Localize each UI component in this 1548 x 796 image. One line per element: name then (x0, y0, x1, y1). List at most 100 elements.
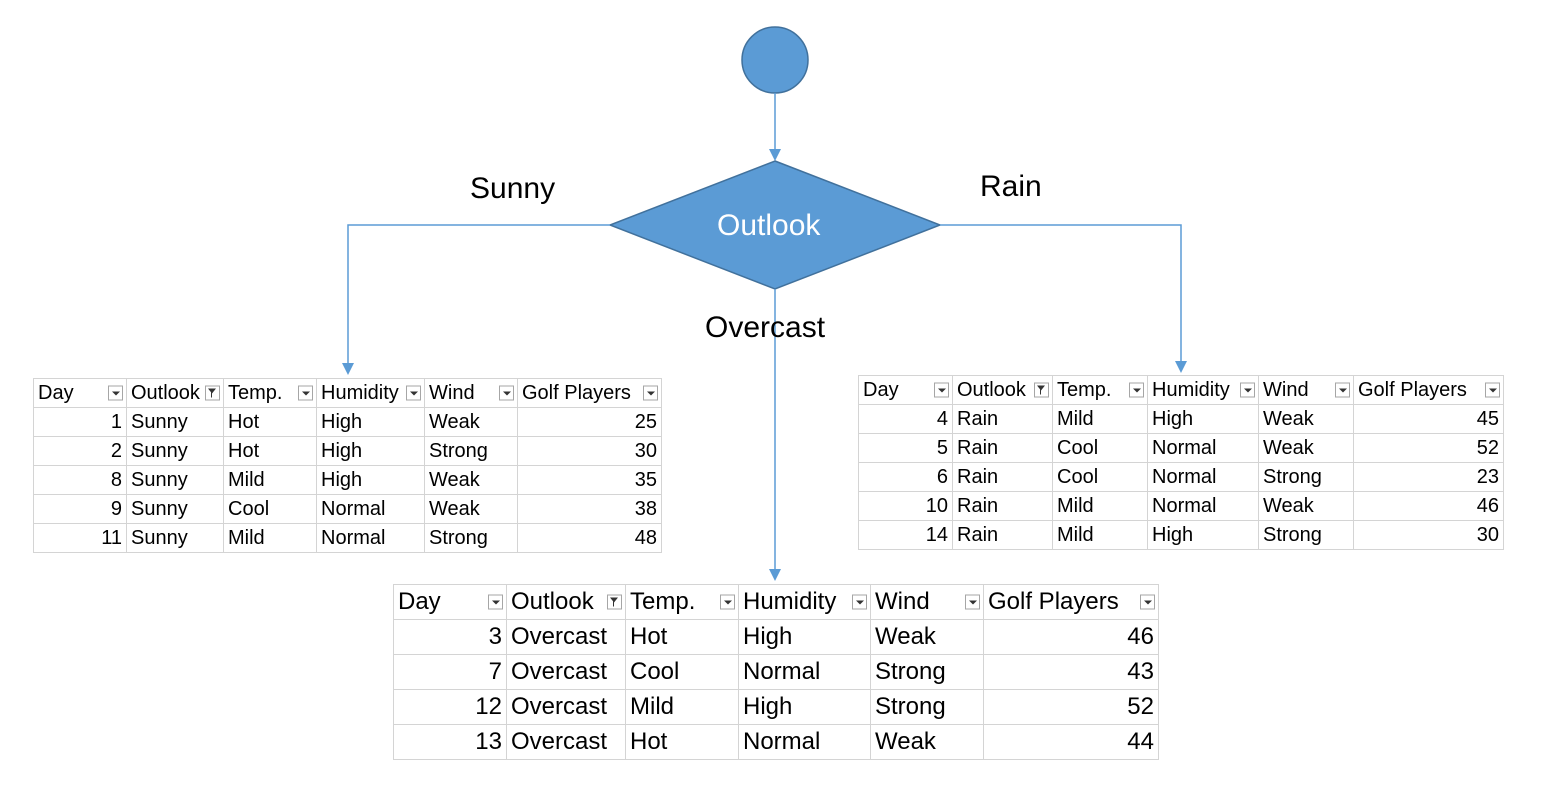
cell-humidity[interactable]: Normal (1147, 491, 1259, 521)
cell-day[interactable]: 5 (858, 433, 953, 463)
cell-humidity[interactable]: Normal (316, 494, 425, 524)
cell-golf-players[interactable]: 48 (517, 523, 662, 553)
cell-golf-players[interactable]: 38 (517, 494, 662, 524)
cell-day[interactable]: 8 (33, 465, 127, 495)
cell-outlook[interactable]: Sunny (126, 465, 224, 495)
cell-temp[interactable]: Mild (223, 465, 317, 495)
cell-temp[interactable]: Hot (223, 407, 317, 437)
cell-outlook[interactable]: Rain (952, 433, 1053, 463)
cell-temp[interactable]: Mild (1052, 491, 1148, 521)
cell-wind[interactable]: Weak (1258, 433, 1354, 463)
cell-temp[interactable]: Cool (625, 654, 739, 690)
cell-temp[interactable]: Cool (1052, 462, 1148, 492)
cell-day[interactable]: 3 (393, 619, 507, 655)
cell-day[interactable]: 6 (858, 462, 953, 492)
cell-temp[interactable]: Mild (1052, 404, 1148, 434)
cell-day[interactable]: 4 (858, 404, 953, 434)
cell-outlook[interactable]: Sunny (126, 436, 224, 466)
cell-wind[interactable]: Strong (424, 523, 518, 553)
cell-wind[interactable]: Weak (424, 494, 518, 524)
cell-outlook[interactable]: Sunny (126, 407, 224, 437)
cell-wind[interactable]: Weak (424, 465, 518, 495)
cell-day[interactable]: 9 (33, 494, 127, 524)
cell-day[interactable]: 11 (33, 523, 127, 553)
cell-humidity[interactable]: Normal (1147, 433, 1259, 463)
cell-day[interactable]: 13 (393, 724, 507, 760)
cell-golf-players[interactable]: 23 (1353, 462, 1504, 492)
filter-active-icon[interactable] (205, 385, 220, 401)
cell-outlook[interactable]: Overcast (506, 689, 626, 725)
cell-outlook[interactable]: Sunny (126, 523, 224, 553)
filter-dropdown-icon[interactable] (499, 385, 514, 401)
cell-outlook[interactable]: Rain (952, 404, 1053, 434)
cell-wind[interactable]: Strong (1258, 520, 1354, 550)
cell-wind[interactable]: Weak (870, 724, 984, 760)
cell-golf-players[interactable]: 52 (1353, 433, 1504, 463)
cell-golf-players[interactable]: 30 (1353, 520, 1504, 550)
cell-wind[interactable]: Weak (870, 619, 984, 655)
filter-dropdown-icon[interactable] (1335, 382, 1350, 398)
cell-temp[interactable]: Cool (1052, 433, 1148, 463)
filter-dropdown-icon[interactable] (852, 594, 867, 610)
cell-wind[interactable]: Strong (870, 654, 984, 690)
cell-humidity[interactable]: High (316, 436, 425, 466)
cell-temp[interactable]: Hot (223, 436, 317, 466)
cell-day[interactable]: 14 (858, 520, 953, 550)
cell-temp[interactable]: Mild (625, 689, 739, 725)
cell-wind[interactable]: Strong (1258, 462, 1354, 492)
cell-golf-players[interactable]: 30 (517, 436, 662, 466)
cell-golf-players[interactable]: 45 (1353, 404, 1504, 434)
cell-wind[interactable]: Weak (424, 407, 518, 437)
cell-wind[interactable]: Weak (1258, 404, 1354, 434)
filter-dropdown-icon[interactable] (720, 594, 735, 610)
cell-day[interactable]: 12 (393, 689, 507, 725)
filter-dropdown-icon[interactable] (965, 594, 980, 610)
filter-dropdown-icon[interactable] (1485, 382, 1500, 398)
cell-outlook[interactable]: Rain (952, 491, 1053, 521)
cell-wind[interactable]: Strong (424, 436, 518, 466)
filter-active-icon[interactable] (607, 594, 622, 610)
cell-day[interactable]: 2 (33, 436, 127, 466)
cell-temp[interactable]: Hot (625, 724, 739, 760)
cell-humidity[interactable]: High (738, 619, 871, 655)
cell-outlook[interactable]: Rain (952, 520, 1053, 550)
cell-humidity[interactable]: Normal (738, 724, 871, 760)
cell-day[interactable]: 10 (858, 491, 953, 521)
filter-dropdown-icon[interactable] (108, 385, 123, 401)
cell-golf-players[interactable]: 25 (517, 407, 662, 437)
cell-day[interactable]: 7 (393, 654, 507, 690)
filter-dropdown-icon[interactable] (1240, 382, 1255, 398)
cell-humidity[interactable]: High (1147, 404, 1259, 434)
cell-outlook[interactable]: Rain (952, 462, 1053, 492)
cell-humidity[interactable]: Normal (316, 523, 425, 553)
cell-outlook[interactable]: Overcast (506, 724, 626, 760)
cell-outlook[interactable]: Overcast (506, 619, 626, 655)
cell-outlook[interactable]: Sunny (126, 494, 224, 524)
filter-dropdown-icon[interactable] (488, 594, 503, 610)
cell-golf-players[interactable]: 46 (983, 619, 1159, 655)
cell-outlook[interactable]: Overcast (506, 654, 626, 690)
cell-golf-players[interactable]: 35 (517, 465, 662, 495)
cell-humidity[interactable]: High (316, 465, 425, 495)
cell-temp[interactable]: Hot (625, 619, 739, 655)
filter-dropdown-icon[interactable] (406, 385, 421, 401)
filter-dropdown-icon[interactable] (298, 385, 313, 401)
cell-humidity[interactable]: Normal (738, 654, 871, 690)
cell-day[interactable]: 1 (33, 407, 127, 437)
cell-temp[interactable]: Mild (1052, 520, 1148, 550)
cell-golf-players[interactable]: 46 (1353, 491, 1504, 521)
cell-humidity[interactable]: Normal (1147, 462, 1259, 492)
cell-golf-players[interactable]: 44 (983, 724, 1159, 760)
filter-dropdown-icon[interactable] (934, 382, 949, 398)
cell-golf-players[interactable]: 52 (983, 689, 1159, 725)
filter-dropdown-icon[interactable] (1129, 382, 1144, 398)
cell-temp[interactable]: Mild (223, 523, 317, 553)
cell-golf-players[interactable]: 43 (983, 654, 1159, 690)
cell-humidity[interactable]: High (1147, 520, 1259, 550)
filter-active-icon[interactable] (1034, 382, 1049, 398)
cell-humidity[interactable]: High (316, 407, 425, 437)
filter-dropdown-icon[interactable] (643, 385, 658, 401)
cell-wind[interactable]: Strong (870, 689, 984, 725)
cell-wind[interactable]: Weak (1258, 491, 1354, 521)
cell-humidity[interactable]: High (738, 689, 871, 725)
